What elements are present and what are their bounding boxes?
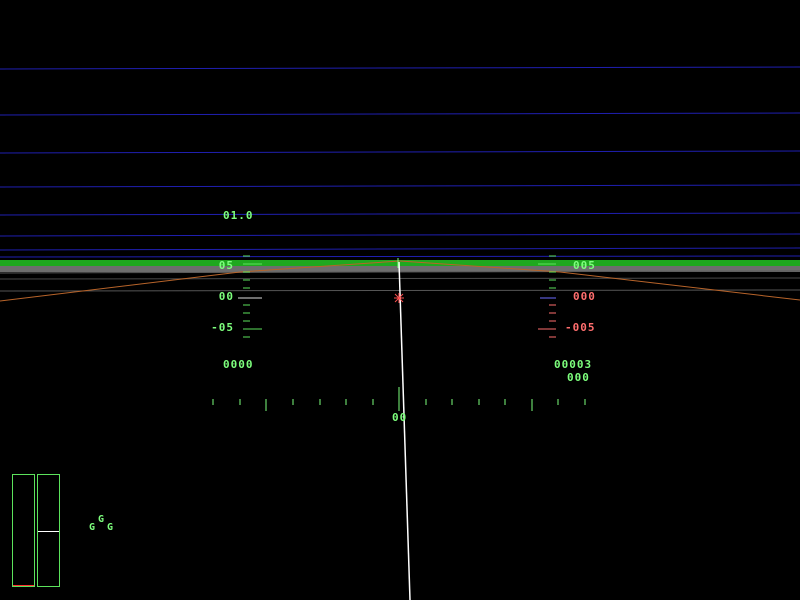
- pitch-left-down-label: -05: [211, 321, 234, 334]
- pitch-right-up-label: 005: [573, 259, 596, 272]
- gear-left-indicator: G: [89, 522, 96, 533]
- pitch-right-zero-label: 000: [573, 290, 596, 303]
- sky-grid-line: [0, 66, 800, 70]
- sky-grid-line: [0, 247, 800, 251]
- left-bottom-readout: 0000: [223, 358, 254, 371]
- sky-grid-line: [0, 255, 800, 258]
- throttle-gauge: [12, 474, 35, 587]
- terrain-lines: [0, 260, 800, 302]
- horizon-green-strip: [0, 260, 800, 266]
- right-bottom-readout-1: 00003: [554, 358, 593, 371]
- sky-grid-line: [0, 233, 800, 237]
- sky-grid-line: [0, 112, 800, 116]
- runway-centerline: [398, 261, 411, 600]
- fuel-level-marker: [38, 531, 59, 532]
- pitch-ladder-left: [243, 255, 262, 338]
- ground-gray-strip: [0, 266, 800, 272]
- throttle-fill: [13, 585, 34, 586]
- fuel-gauge: [37, 474, 60, 587]
- terrain-line-left: [0, 260, 401, 302]
- gear-right-indicator: G: [107, 522, 114, 533]
- sky-grid-line: [0, 212, 800, 216]
- gear-nose-indicator: G: [98, 514, 105, 525]
- heading-scale: [212, 387, 586, 411]
- pitch-right-down-label: -005: [565, 321, 596, 334]
- pitch-ladder-right-lower: [538, 304, 556, 338]
- terrain-line-right: [399, 260, 800, 301]
- pitch-left-zero-label: 00: [218, 290, 234, 303]
- heading-readout: 00: [392, 411, 408, 424]
- aircraft-reticle-icon: [394, 293, 404, 303]
- pitch-left-up-label: 05: [218, 259, 234, 272]
- pitch-ladder-right-upper: [538, 255, 556, 289]
- sky-grid: [0, 66, 800, 258]
- right-bottom-readout-2: 000: [567, 371, 590, 384]
- sky-grid-line: [0, 150, 800, 154]
- sky-grid-line: [0, 184, 800, 188]
- speed-top-readout: 01.0: [223, 209, 254, 222]
